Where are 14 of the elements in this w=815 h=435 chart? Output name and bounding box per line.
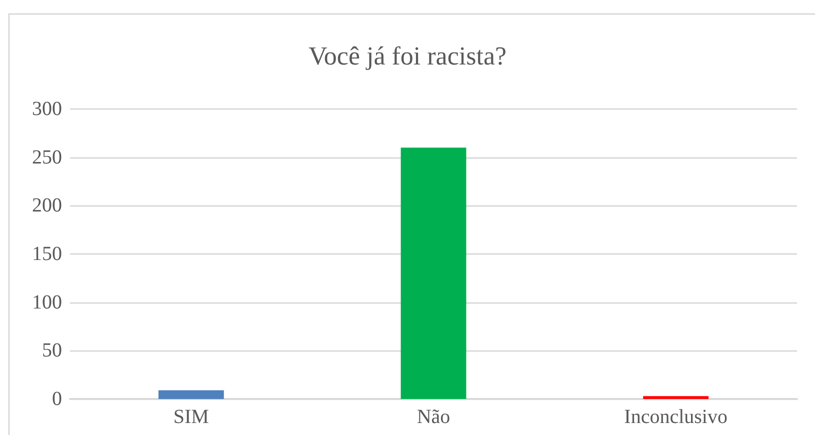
y-tick-label: 250 <box>32 146 62 168</box>
x-tick-label: Inconclusivo <box>624 406 728 428</box>
x-tick-label: SIM <box>173 406 210 428</box>
x-tick-label: Não <box>416 406 450 428</box>
y-tick-label: 150 <box>32 243 62 265</box>
y-tick-label: 0 <box>52 388 62 410</box>
y-tick-label: 200 <box>32 194 62 217</box>
bar <box>158 390 224 399</box>
y-tick-label: 100 <box>32 291 62 314</box>
y-tick-label: 50 <box>42 340 62 362</box>
chart-title: Você já foi racista? <box>308 42 507 70</box>
bar <box>400 148 466 399</box>
bar <box>643 396 709 399</box>
y-tick-label: 300 <box>32 98 62 120</box>
